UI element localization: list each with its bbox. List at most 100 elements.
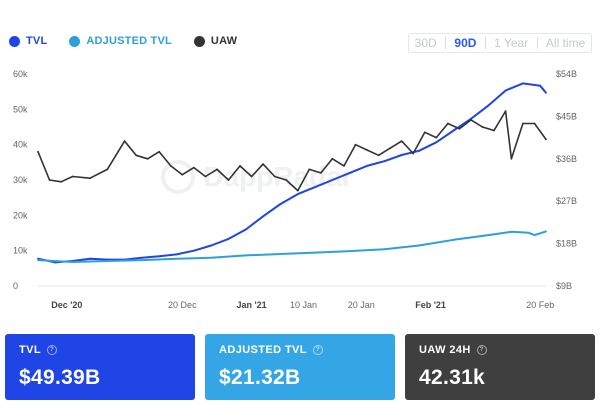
y-right-tick-label: $18B bbox=[556, 239, 577, 249]
data-point bbox=[71, 261, 74, 263]
data-point bbox=[418, 149, 420, 152]
data-point bbox=[250, 175, 253, 178]
stat-card-uaw-24h: UAW 24H? 42.31k bbox=[405, 334, 595, 400]
data-point bbox=[158, 255, 161, 258]
card-title: UAW 24H? bbox=[419, 344, 581, 356]
data-point bbox=[435, 141, 438, 144]
x-tick-label: 20 Jan bbox=[348, 300, 375, 310]
time-range-selector: 30D 90D 1 Year All time bbox=[408, 33, 592, 53]
data-point bbox=[71, 175, 74, 178]
y-left-tick-label: 0 bbox=[13, 281, 18, 291]
data-point bbox=[331, 179, 334, 181]
data-point bbox=[141, 259, 143, 261]
tab-1-year[interactable]: 1 Year bbox=[494, 36, 529, 50]
tab-divider bbox=[484, 37, 486, 49]
data-point bbox=[37, 259, 39, 261]
tab-90d[interactable]: 90D bbox=[454, 36, 477, 50]
y-right-tick-label: $45B bbox=[556, 111, 577, 121]
data-point bbox=[423, 131, 426, 134]
tab-divider bbox=[536, 37, 538, 49]
data-point bbox=[400, 140, 403, 143]
data-point bbox=[377, 154, 380, 157]
data-point bbox=[123, 140, 126, 143]
data-point bbox=[296, 189, 299, 192]
data-point bbox=[510, 230, 513, 233]
data-point bbox=[446, 122, 449, 125]
info-icon[interactable]: ? bbox=[312, 345, 323, 355]
data-point bbox=[389, 147, 392, 150]
x-tick-label: 10 Jan bbox=[290, 300, 317, 310]
legend-item-adjusted-tvl[interactable]: ADJUSTED TVL bbox=[69, 35, 172, 47]
data-point bbox=[227, 179, 230, 181]
y-right-tick-label: $9B bbox=[556, 281, 572, 291]
legend-label: TVL bbox=[26, 35, 48, 47]
stat-cards: TVL? $49.39B ADJUSTED TVL? $21.32B UAW 24H? 4… bbox=[5, 334, 595, 400]
data-point bbox=[527, 231, 530, 234]
data-point bbox=[522, 82, 524, 85]
data-point bbox=[210, 244, 213, 247]
info-icon[interactable]: ? bbox=[46, 345, 57, 355]
data-point bbox=[412, 152, 415, 155]
info-icon[interactable]: ? bbox=[476, 345, 487, 355]
card-title: ADJUSTED TVL? bbox=[219, 344, 381, 356]
data-point bbox=[135, 154, 138, 157]
data-point bbox=[227, 237, 230, 240]
watermark: DappRadar bbox=[203, 161, 352, 192]
data-point bbox=[37, 150, 39, 153]
data-point bbox=[89, 257, 91, 260]
chart-legend: TVL ADJUSTED TVL UAW bbox=[9, 35, 259, 47]
card-value: $49.39B bbox=[19, 366, 101, 389]
data-point bbox=[487, 104, 490, 107]
tvl-chart: DappRadar 0 10k 20k 30k 40k 50k 60k $9B $18B $27B $… bbox=[13, 69, 577, 310]
data-point bbox=[262, 215, 265, 218]
data-point bbox=[545, 91, 547, 94]
data-point bbox=[354, 143, 357, 146]
data-point bbox=[296, 193, 299, 196]
legend-label: UAW bbox=[210, 35, 238, 47]
data-point bbox=[383, 248, 386, 251]
data-point bbox=[545, 230, 547, 233]
x-tick-label: 20 Feb bbox=[526, 300, 554, 310]
data-point bbox=[308, 168, 311, 171]
data-point bbox=[146, 157, 149, 160]
card-title-label: UAW 24H bbox=[419, 344, 471, 356]
data-point bbox=[204, 175, 207, 178]
series-line-uaw bbox=[37, 110, 547, 192]
data-point bbox=[169, 164, 172, 167]
data-point bbox=[279, 253, 282, 255]
data-point bbox=[539, 84, 542, 87]
data-point bbox=[106, 260, 109, 262]
y-right-tick-label: $54B bbox=[556, 69, 577, 79]
data-point bbox=[452, 238, 455, 241]
data-point bbox=[262, 163, 265, 166]
data-point bbox=[48, 179, 51, 181]
data-point bbox=[239, 164, 241, 167]
data-point bbox=[470, 119, 472, 121]
legend-label: ADJUSTED TVL bbox=[86, 35, 172, 47]
y-right-tick-label: $27B bbox=[556, 196, 577, 206]
tab-all-time[interactable]: All time bbox=[545, 36, 586, 50]
legend-item-uaw[interactable]: UAW bbox=[193, 35, 238, 47]
data-point bbox=[331, 157, 334, 160]
data-point bbox=[216, 168, 218, 171]
y-left-tick-label: 40k bbox=[13, 140, 28, 150]
data-point bbox=[244, 254, 247, 257]
y-left-tick-label: 30k bbox=[13, 175, 28, 185]
x-tick-label: 20 Dec bbox=[168, 300, 197, 310]
card-title: TVL? bbox=[19, 344, 181, 356]
legend-item-tvl[interactable]: TVL bbox=[9, 35, 47, 47]
stat-card-adjusted-tvl: ADJUSTED TVL? $21.32B bbox=[205, 334, 395, 400]
data-point bbox=[504, 110, 507, 112]
tab-30d[interactable]: 30D bbox=[414, 36, 437, 50]
stat-card-tvl: TVL? $49.39B bbox=[5, 334, 195, 400]
data-point bbox=[366, 164, 368, 167]
y-left-tick-label: 50k bbox=[13, 104, 28, 114]
watermark-logo-icon bbox=[161, 160, 195, 194]
legend-dot-icon bbox=[69, 35, 81, 47]
data-point bbox=[158, 150, 161, 153]
data-point bbox=[192, 166, 195, 169]
data-point bbox=[348, 172, 351, 174]
data-point bbox=[383, 160, 386, 163]
data-point bbox=[533, 122, 536, 125]
data-point bbox=[452, 129, 455, 132]
